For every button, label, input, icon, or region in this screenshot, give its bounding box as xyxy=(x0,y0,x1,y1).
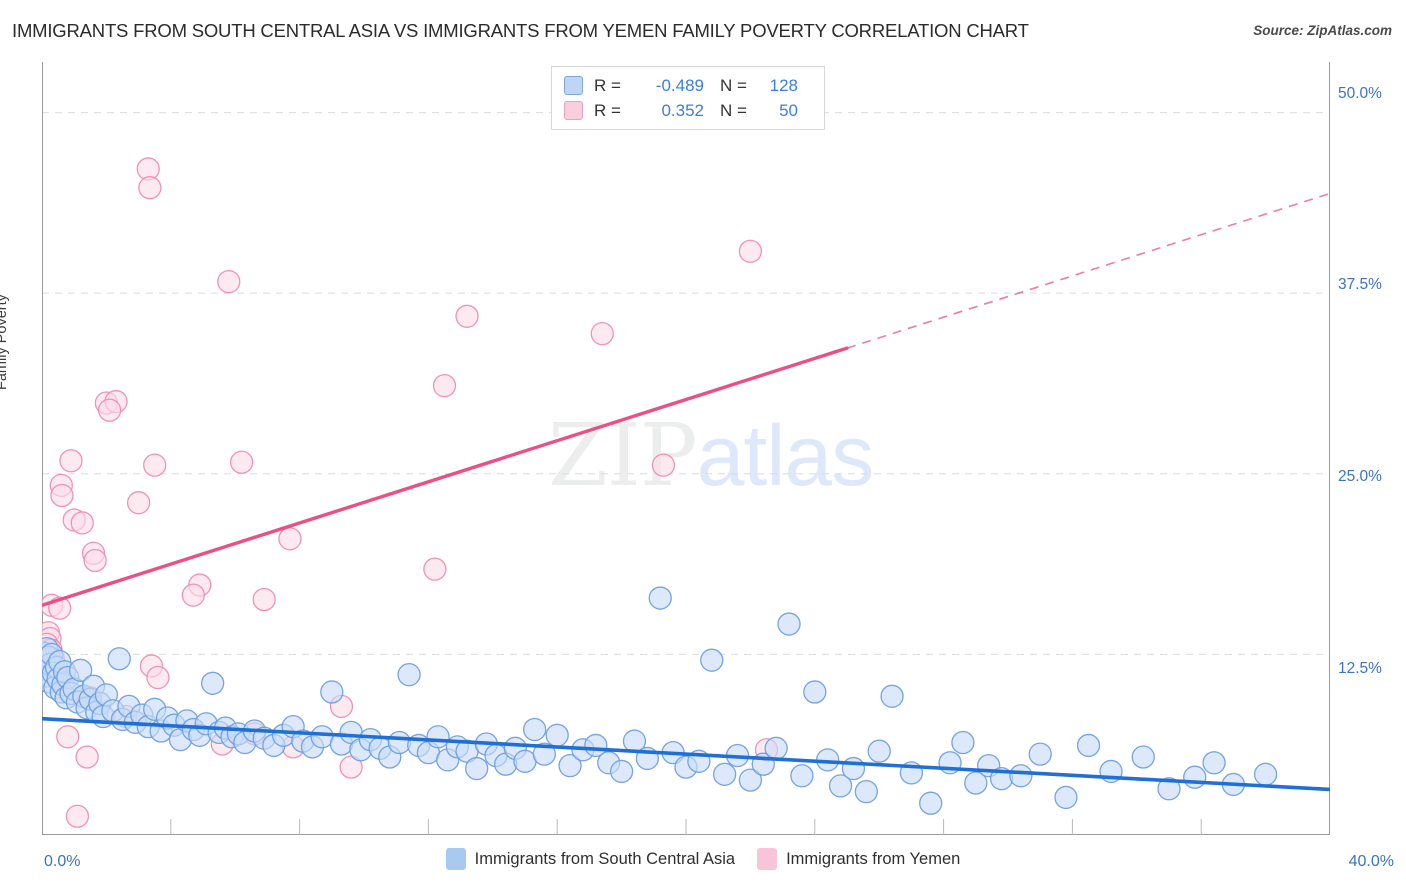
correlation-stats-legend: R = -0.489 N = 128 R = 0.352 N = 50 xyxy=(551,66,825,130)
data-point xyxy=(803,680,827,704)
data-point xyxy=(426,725,450,749)
r-label-pink: R = xyxy=(594,100,621,120)
series-legend: Immigrants from South Central Asia Immig… xyxy=(0,848,1406,870)
data-point xyxy=(83,548,107,573)
data-point xyxy=(181,583,205,607)
y-axis-title: Family Poverty xyxy=(0,294,10,390)
legend-swatch-blue xyxy=(564,76,583,95)
data-point xyxy=(738,239,763,263)
x-axis-min-label: 0.0% xyxy=(44,853,81,870)
n-label-pink: N = xyxy=(720,100,747,120)
data-point xyxy=(828,774,853,798)
data-point xyxy=(651,453,676,477)
series-legend-item-yemen[interactable]: Immigrants from Yemen xyxy=(757,848,960,870)
data-point xyxy=(455,304,479,328)
trendline-yemen-extrapolated xyxy=(846,192,1330,349)
plot-area xyxy=(42,62,1330,835)
x-axis-max-label: 40.0% xyxy=(1348,853,1394,870)
data-point xyxy=(65,804,90,828)
data-point xyxy=(252,587,276,612)
n-label-blue: N = xyxy=(720,75,747,95)
data-point xyxy=(387,730,412,755)
data-point xyxy=(919,791,943,815)
data-point xyxy=(97,398,122,422)
data-point xyxy=(70,511,94,535)
data-point xyxy=(1183,765,1207,789)
data-point xyxy=(320,680,344,704)
y-tick-label-50: 50.0% xyxy=(1338,85,1382,102)
data-point xyxy=(423,557,447,581)
data-point xyxy=(738,768,763,792)
data-point xyxy=(59,449,83,473)
data-point xyxy=(964,771,988,795)
data-point xyxy=(465,756,489,781)
trendline-south-central-asia xyxy=(42,716,1330,792)
r-value-blue: -0.489 xyxy=(655,75,704,95)
data-point xyxy=(126,491,151,515)
data-point xyxy=(951,730,975,755)
data-point xyxy=(143,453,167,477)
data-point xyxy=(1076,733,1101,758)
y-tick-label-25: 25.0% xyxy=(1338,468,1382,485)
data-point xyxy=(1202,751,1226,775)
data-point xyxy=(700,648,724,672)
data-point xyxy=(523,717,547,742)
stats-row-pink: R = 0.352 N = 50 xyxy=(564,98,814,123)
r-label-blue: R = xyxy=(594,75,621,95)
data-point xyxy=(138,176,162,200)
series-legend-item-south-central-asia[interactable]: Immigrants from South Central Asia xyxy=(445,848,736,870)
legend-swatch-pink xyxy=(564,101,583,120)
data-point xyxy=(854,780,878,804)
series-swatch-pink xyxy=(757,848,778,870)
data-point xyxy=(609,759,634,784)
data-point xyxy=(712,762,737,786)
data-point xyxy=(764,736,788,760)
data-point xyxy=(68,658,93,682)
data-point xyxy=(590,321,614,346)
data-point xyxy=(397,662,421,687)
data-point xyxy=(278,527,302,551)
scatter-series-south-central-asia xyxy=(42,586,1278,815)
data-point xyxy=(146,665,170,690)
data-point xyxy=(1009,764,1033,788)
data-point xyxy=(201,671,225,695)
data-point xyxy=(880,684,904,708)
y-tick-label-12: 12.5% xyxy=(1338,660,1382,677)
data-point xyxy=(1054,785,1078,810)
data-point xyxy=(558,754,582,778)
data-point xyxy=(1131,745,1155,769)
data-point xyxy=(1157,777,1181,801)
series-label-south-central-asia: Immigrants from South Central Asia xyxy=(474,849,736,868)
data-point xyxy=(532,742,556,766)
y-tick-label-37: 37.5% xyxy=(1338,276,1382,293)
data-point xyxy=(648,586,672,610)
data-point xyxy=(50,483,74,508)
trendline-yemen xyxy=(42,346,849,607)
data-point xyxy=(432,373,457,398)
r-value-pink: 0.352 xyxy=(661,100,704,120)
data-point xyxy=(56,725,80,749)
n-value-blue: 128 xyxy=(769,75,798,95)
data-point xyxy=(867,739,891,763)
data-point xyxy=(841,756,866,781)
data-point xyxy=(229,450,254,474)
data-point xyxy=(790,764,814,788)
data-point xyxy=(777,612,801,636)
scatter-plot-svg xyxy=(42,62,1330,835)
n-value-pink: 50 xyxy=(779,100,798,120)
source-label: Source: ZipAtlas.com xyxy=(1253,23,1392,38)
data-point xyxy=(1253,762,1278,786)
series-label-yemen: Immigrants from Yemen xyxy=(786,849,961,868)
page-title: IMMIGRANTS FROM SOUTH CENTRAL ASIA VS IM… xyxy=(12,20,1029,41)
data-point xyxy=(107,647,131,671)
stats-row-blue: R = -0.489 N = 128 xyxy=(564,73,814,98)
data-point xyxy=(217,269,241,294)
data-point xyxy=(75,745,99,769)
data-point xyxy=(1028,742,1052,766)
series-swatch-blue xyxy=(445,848,466,870)
data-point xyxy=(545,723,569,747)
